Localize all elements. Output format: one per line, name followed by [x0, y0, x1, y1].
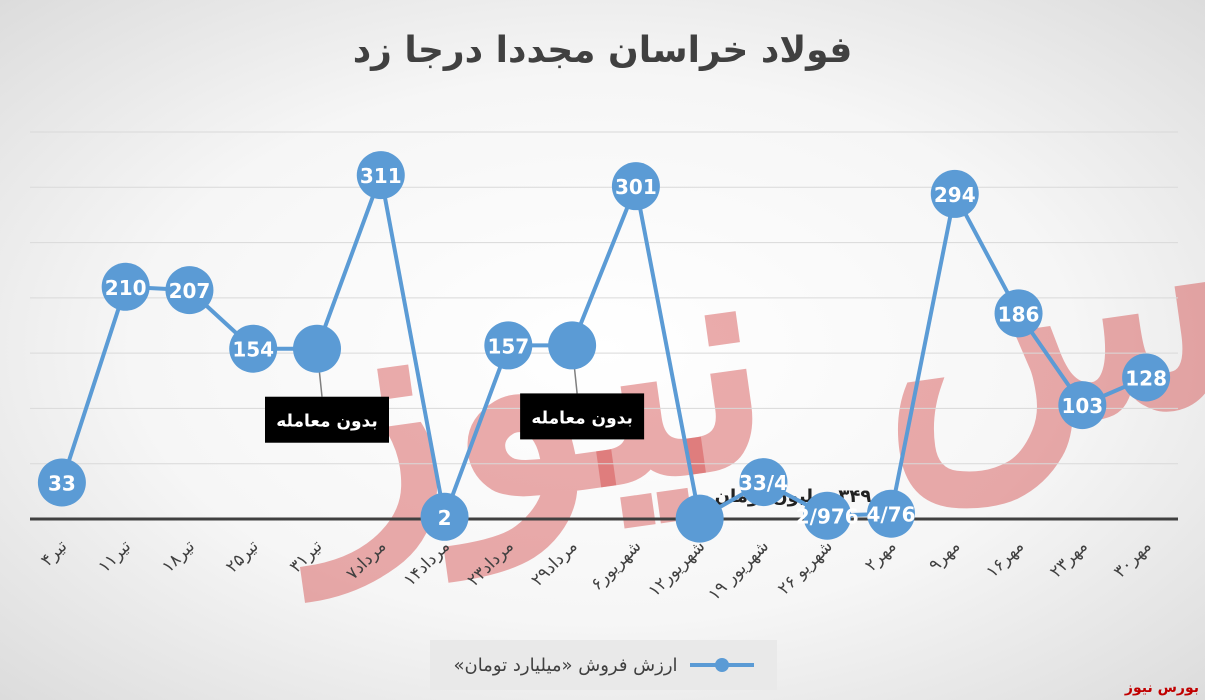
annotation-label: بدون معامله	[531, 408, 632, 428]
data-label: 207	[169, 279, 211, 303]
data-label: 4/76	[866, 503, 915, 527]
x-tick-label: ۲۶ شهریو	[774, 536, 837, 599]
x-tick-label: ۷مرداد	[343, 536, 391, 584]
data-point	[867, 489, 915, 538]
data-point	[293, 324, 341, 373]
data-point	[229, 324, 278, 373]
annotation-label: بدون معامله	[276, 412, 377, 432]
x-tick-label: ۱۴مرداد	[400, 536, 454, 590]
x-tick-label: ۲۳مهر	[1046, 536, 1092, 582]
x-tick-label: ۲۹مرداد	[527, 536, 581, 590]
data-point	[739, 458, 788, 507]
data-point	[803, 491, 852, 540]
series-line	[59, 173, 1147, 521]
legend-label: ارزش فروش «میلیارد تومان»	[453, 654, 678, 676]
data-point	[675, 494, 724, 543]
data-label: 128	[1125, 366, 1167, 390]
x-tick-label: ۴تیر	[37, 536, 71, 570]
x-tick-label: ۱۱تیر	[95, 536, 136, 577]
annotation-box	[520, 393, 645, 440]
data-label: 157	[487, 334, 529, 358]
data-point	[548, 321, 597, 370]
data-label: 294	[934, 183, 976, 207]
x-tick-label: ۱۶مهر	[982, 536, 1028, 582]
data-point	[101, 262, 150, 311]
legend: ارزش فروش «میلیارد تومان»	[430, 640, 777, 690]
data-point	[165, 266, 214, 315]
x-tick-label: ۲۵تیر	[222, 536, 263, 577]
data-point	[1122, 353, 1171, 402]
chart-title: فولاد خراسان مجددا درجا زد	[352, 30, 853, 71]
x-tick-label: ۹مهر	[925, 536, 964, 575]
x-tick-label: ۳۰مهر	[1110, 536, 1156, 582]
data-label: 210	[105, 276, 147, 300]
legend-swatch	[689, 658, 754, 672]
data-label: 103	[1061, 394, 1103, 418]
x-tick-label: ۱۲شهریور	[645, 536, 710, 601]
data-point	[484, 321, 533, 370]
x-tick-label: ۳۱تیر	[286, 536, 327, 577]
data-label: 2	[438, 506, 452, 530]
data-label: 186	[998, 302, 1040, 326]
annotation-box	[265, 396, 389, 443]
x-tick-label: ۱۹ شهریور	[704, 536, 772, 604]
x-tick-label: ۲مهر	[861, 536, 900, 575]
data-label: 301	[615, 175, 657, 199]
data-label: 33	[48, 472, 76, 496]
data-point	[420, 492, 469, 541]
data-label: 154	[232, 338, 274, 362]
data-point	[611, 162, 660, 211]
data-point	[1058, 381, 1107, 430]
data-label: 311	[360, 164, 402, 188]
x-tick-label: ۶شهریور	[587, 536, 645, 594]
x-tick-label: ۲۳مرداد	[464, 536, 518, 590]
source-logo: بورس نیوز	[1124, 680, 1199, 696]
data-point	[994, 289, 1043, 338]
data-label: 2/976	[796, 505, 859, 529]
data-label: 33/4	[739, 471, 788, 495]
x-tick-label: ۱۸تیر	[158, 536, 199, 577]
data-point	[37, 458, 86, 507]
data-point	[356, 151, 405, 200]
data-point	[930, 169, 979, 218]
